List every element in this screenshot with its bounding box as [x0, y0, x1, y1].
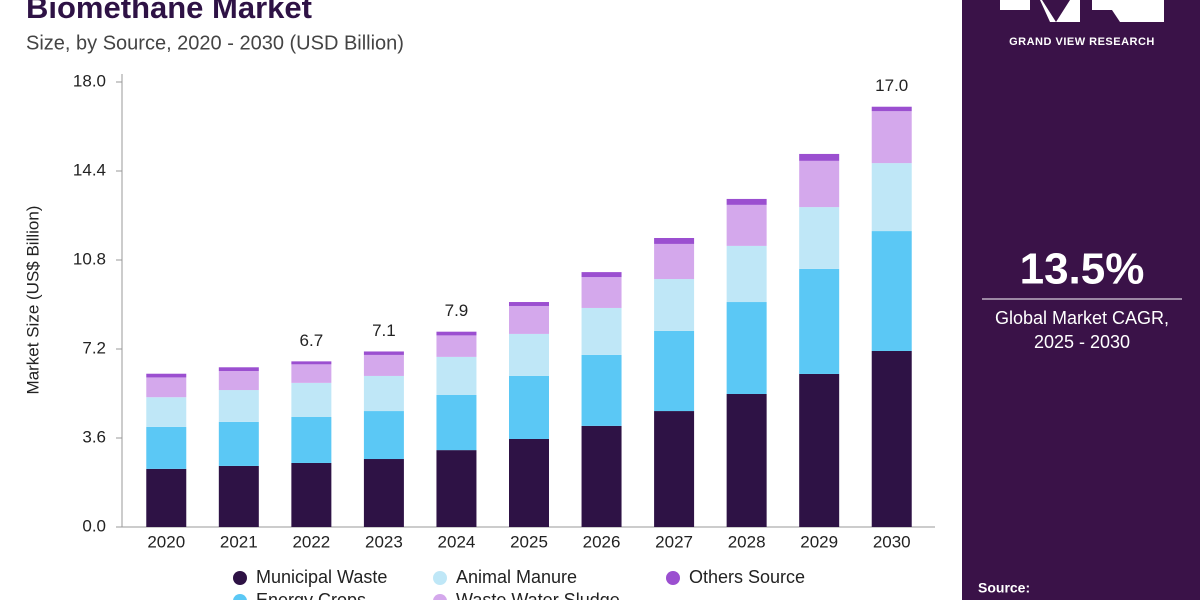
legend-marker: [233, 571, 247, 585]
bar-segment: [218, 367, 259, 372]
legend-label: Waste Water Sludge: [456, 590, 620, 600]
total-label: 7.9: [445, 301, 469, 320]
bar-segment: [146, 397, 187, 427]
bar-segment: [291, 364, 332, 383]
legend-marker: [433, 594, 447, 600]
y-tick-label: 14.4: [73, 160, 106, 179]
x-tick-label: 2026: [583, 532, 621, 551]
bar-segment: [436, 394, 477, 451]
bar-segment: [509, 305, 549, 334]
bar-segment: [726, 204, 767, 246]
bar-segment: [363, 459, 404, 527]
bar-segment: [581, 277, 622, 308]
y-tick-label: 0.0: [82, 516, 106, 535]
bar-segment: [146, 468, 187, 527]
legend-label: Others Source: [689, 567, 805, 587]
bar-segment: [654, 330, 695, 412]
bar-segment: [363, 375, 404, 412]
x-tick-label: 2024: [438, 532, 476, 551]
bar-segment: [799, 153, 840, 161]
sidebar: [962, 0, 1200, 600]
bar-segment: [509, 375, 549, 439]
bar-segment: [218, 421, 259, 466]
bar-segment: [146, 373, 187, 378]
bar-segment: [871, 163, 912, 232]
chart-title: Biomethane Market: [26, 0, 312, 25]
bar-segment: [146, 426, 187, 469]
x-tick-label: 2021: [220, 532, 258, 551]
bar-segment: [726, 245, 767, 303]
bar-segment: [291, 361, 332, 365]
bar-segment: [436, 356, 477, 395]
bar-segment: [436, 450, 477, 527]
brand: GRAND VIEW RESEARCH: [1009, 36, 1155, 48]
bar-segment: [509, 333, 549, 376]
total-label: 6.7: [300, 331, 324, 350]
x-tick-label: 2023: [365, 532, 403, 551]
bar-segment: [363, 354, 404, 376]
bar-segment: [218, 390, 259, 422]
bar-segment: [581, 425, 622, 527]
bar-segment: [871, 106, 912, 112]
x-tick-label: 2030: [873, 532, 911, 551]
total-label: 17.0: [875, 76, 908, 95]
bar-segment: [581, 307, 622, 355]
total-label: 7.1: [372, 321, 396, 340]
y-tick-label: 18.0: [73, 71, 106, 90]
source: Source:: [978, 580, 1030, 596]
legend-marker: [233, 594, 247, 600]
bar-segment: [654, 411, 695, 527]
legend-marker: [666, 571, 680, 585]
y-tick-label: 7.2: [82, 338, 106, 357]
bar-segment: [871, 111, 912, 164]
bar-segment: [436, 331, 477, 336]
bar-segment: [726, 393, 767, 527]
bar-segment: [799, 268, 840, 374]
bar-segment: [654, 237, 695, 244]
bar-segment: [146, 377, 187, 398]
bar-segment: [581, 354, 622, 426]
legend-marker: [433, 571, 447, 585]
bar-segment: [509, 302, 549, 306]
bar-segment: [799, 207, 840, 269]
bar-segment: [726, 198, 767, 205]
bar-segment: [218, 371, 259, 391]
bar-segment: [726, 302, 767, 394]
bar-segment: [363, 351, 404, 355]
bar-segment: [654, 279, 695, 331]
cagr-label: 2025 - 2030: [1034, 332, 1130, 352]
bar-segment: [436, 335, 477, 357]
bar-segment: [799, 160, 840, 208]
bar-segment: [871, 231, 912, 351]
bar-segment: [291, 462, 332, 527]
bar-segment: [291, 416, 332, 463]
x-tick-label: 2029: [800, 532, 838, 551]
y-tick-label: 3.6: [82, 427, 106, 446]
x-tick-label: 2028: [728, 532, 766, 551]
legend-label: Municipal Waste: [256, 567, 387, 587]
logo: [1000, 0, 1164, 22]
bar-segment: [654, 243, 695, 280]
x-tick-label: 2020: [147, 532, 185, 551]
legend-label: Animal Manure: [456, 567, 577, 587]
cagr-value: 13.5%: [1020, 245, 1145, 294]
y-tick-label: 10.8: [73, 249, 106, 268]
x-tick-label: 2025: [510, 532, 548, 551]
bar-segment: [799, 373, 840, 527]
chart-subtitle: Size, by Source, 2020 - 2030 (USD Billio…: [26, 32, 404, 54]
bar-segment: [871, 350, 912, 527]
bar-segment: [581, 272, 622, 278]
bar-segment: [363, 411, 404, 460]
x-tick-label: 2022: [292, 532, 330, 551]
cagr-label: Global Market CAGR,: [995, 308, 1169, 328]
x-tick-label: 2027: [655, 532, 693, 551]
bar-segment: [509, 438, 549, 527]
bar-segment: [291, 382, 332, 417]
bar-segment: [218, 465, 259, 527]
legend-label: Energy Crops: [256, 590, 366, 600]
y-axis-label: Market Size (US$ Billion): [23, 206, 42, 395]
